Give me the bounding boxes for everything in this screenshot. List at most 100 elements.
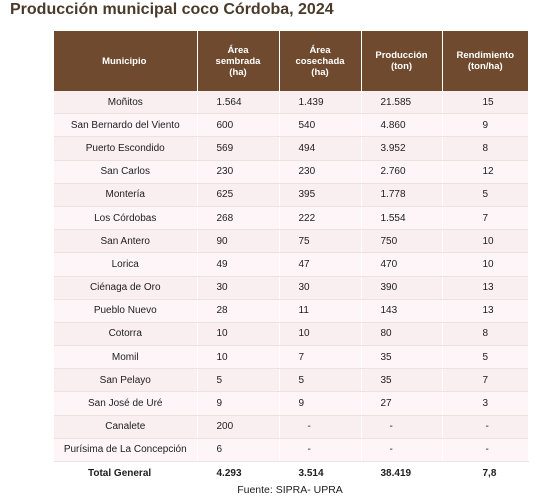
total-label: Total General (54, 461, 198, 484)
cell-produccion: 143 (361, 299, 443, 323)
cell-municipio: Pueblo Nuevo (54, 299, 198, 323)
table-row: Canalete 200- - - (54, 415, 528, 439)
cell-area-cosechada: 7 (279, 345, 362, 370)
cell-area-sembrada: 600 (197, 113, 280, 138)
cell-rendimiento: 7 (442, 206, 528, 231)
cell-produccion: 27 (361, 391, 443, 416)
cell-area-sembrada: 1.564 (197, 91, 280, 115)
production-table: Municipio Área sembrada (ha) Área cosech… (54, 31, 529, 484)
cell-area-sembrada: 230 (197, 160, 280, 184)
cell-area-cosechada: 30 (279, 276, 362, 300)
cell-area-sembrada: 9 (197, 391, 280, 416)
total-area-cosechada: 3.514 (279, 461, 362, 484)
cell-produccion: 470 (361, 252, 443, 277)
table-row: Purísima de La Concepción 6- - - (54, 438, 528, 463)
cell-area-cosechada: 11 (279, 299, 362, 323)
total-rendimiento: 7,8 (442, 461, 529, 484)
cell-municipio: Moñitos (54, 91, 198, 115)
cell-area-sembrada: 49 (197, 252, 280, 277)
header-row: Municipio Área sembrada (ha) Área cosech… (54, 31, 528, 91)
cell-produccion: - (361, 438, 443, 463)
cell-area-cosechada: 9 (279, 391, 362, 416)
cell-rendimiento: 9 (442, 113, 528, 138)
cell-municipio: Puerto Escondido (54, 136, 198, 161)
header-area-cosechada: Área cosechada (ha) (279, 31, 362, 91)
cell-municipio: Momil (54, 345, 198, 370)
cell-area-sembrada: 5 (197, 368, 280, 393)
cell-produccion: 80 (361, 322, 443, 347)
cell-rendimiento: 15 (442, 91, 528, 115)
cell-area-cosechada: 494 (279, 136, 362, 161)
cell-produccion: - (361, 415, 443, 439)
header-rendimiento: Rendimiento (ton/ha) (442, 31, 528, 91)
cell-rendimiento: 8 (442, 322, 528, 347)
cell-municipio: Canalete (54, 415, 198, 439)
table-row: Moñitos 1.564 1.439 21.585 15 (54, 91, 528, 115)
cell-area-cosechada: 540 (279, 113, 362, 138)
total-produccion: 38.419 (361, 461, 443, 484)
cell-rendimiento: 13 (442, 276, 528, 300)
total-row: Total General 4.293 3.514 38.419 7,8 (54, 461, 529, 484)
cell-municipio: Cotorra (54, 322, 198, 347)
table-row: San Carlos 230 230 2.760 12 (54, 160, 528, 184)
table-row: San Bernardo del Viento 600 540 4.860 9 (54, 113, 528, 138)
cell-area-sembrada: 30 (197, 276, 280, 300)
cell-area-sembrada: 90 (197, 229, 280, 254)
cell-municipio: Lorica (54, 252, 198, 277)
cell-produccion: 1.778 (361, 183, 443, 207)
cell-rendimiento: 10 (442, 229, 528, 254)
header-area-sembrada: Área sembrada (ha) (197, 31, 280, 91)
cell-area-sembrada: 268 (197, 206, 280, 231)
cell-municipio: Ciénaga de Oro (54, 276, 198, 300)
cell-area-sembrada: 569 (197, 136, 280, 161)
cell-produccion: 2.760 (361, 160, 443, 184)
cell-area-sembrada: 200 (197, 415, 280, 439)
cell-municipio: Montería (54, 183, 198, 207)
table-row: Pueblo Nuevo 28 11 143 13 (54, 299, 528, 323)
table-row: San Antero 90 75 750 10 (54, 229, 528, 254)
total-area-sembrada: 4.293 (197, 461, 280, 484)
cell-produccion: 3.952 (361, 136, 443, 161)
table-row: Los Córdobas 268 222 1.554 7 (54, 206, 528, 231)
page-title: Producción municipal coco Córdoba, 2024 (10, 1, 334, 18)
cell-municipio: San Carlos (54, 160, 198, 184)
cell-municipio: Purísima de La Concepción (54, 438, 198, 463)
cell-area-cosechada: 395 (279, 183, 362, 207)
cell-area-cosechada: 1.439 (279, 91, 362, 115)
cell-rendimiento: 10 (442, 252, 528, 277)
cell-area-sembrada: 625 (197, 183, 280, 207)
cell-rendimiento: 13 (442, 299, 528, 323)
cell-municipio: San Bernardo del Viento (54, 113, 198, 138)
cell-area-cosechada: 222 (279, 206, 362, 231)
cell-area-cosechada: 47 (279, 252, 362, 277)
cell-rendimiento: 3 (442, 391, 528, 416)
table-row: Puerto Escondido 569 494 3.952 8 (54, 136, 528, 161)
cell-area-sembrada: 10 (197, 345, 280, 370)
cell-produccion: 4.860 (361, 113, 443, 138)
cell-produccion: 750 (361, 229, 443, 254)
cell-municipio: San Pelayo (54, 368, 198, 393)
cell-area-cosechada: 5 (279, 368, 362, 393)
cell-produccion: 390 (361, 276, 443, 300)
table-row: Montería 625 395 1.778 5 (54, 183, 528, 207)
header-produccion: Producción (ton) (361, 31, 443, 91)
cell-rendimiento: 5 (442, 345, 528, 370)
table-row: Lorica 49 47 470 10 (54, 252, 528, 277)
cell-rendimiento: - (442, 438, 528, 463)
table-row: Cotorra 10 10 80 8 (54, 322, 528, 347)
cell-area-cosechada: 75 (279, 229, 362, 254)
cell-area-cosechada: - (279, 438, 362, 463)
table-row: San José de Uré 9 9 27 3 (54, 391, 528, 416)
table-row: Ciénaga de Oro 30 30 390 13 (54, 276, 528, 300)
table-row: Momil 10 7 35 5 (54, 345, 528, 370)
source-note: Fuente: SIPRA- UPRA (237, 484, 343, 496)
cell-municipio: Los Córdobas (54, 206, 198, 231)
cell-rendimiento: - (442, 415, 528, 439)
cell-rendimiento: 8 (442, 136, 528, 161)
cell-area-cosechada: - (279, 415, 362, 439)
cell-rendimiento: 7 (442, 368, 528, 393)
cell-produccion: 35 (361, 345, 443, 370)
cell-produccion: 21.585 (361, 91, 443, 115)
cell-rendimiento: 5 (442, 183, 528, 207)
table-row: San Pelayo 5 5 35 7 (54, 368, 528, 393)
